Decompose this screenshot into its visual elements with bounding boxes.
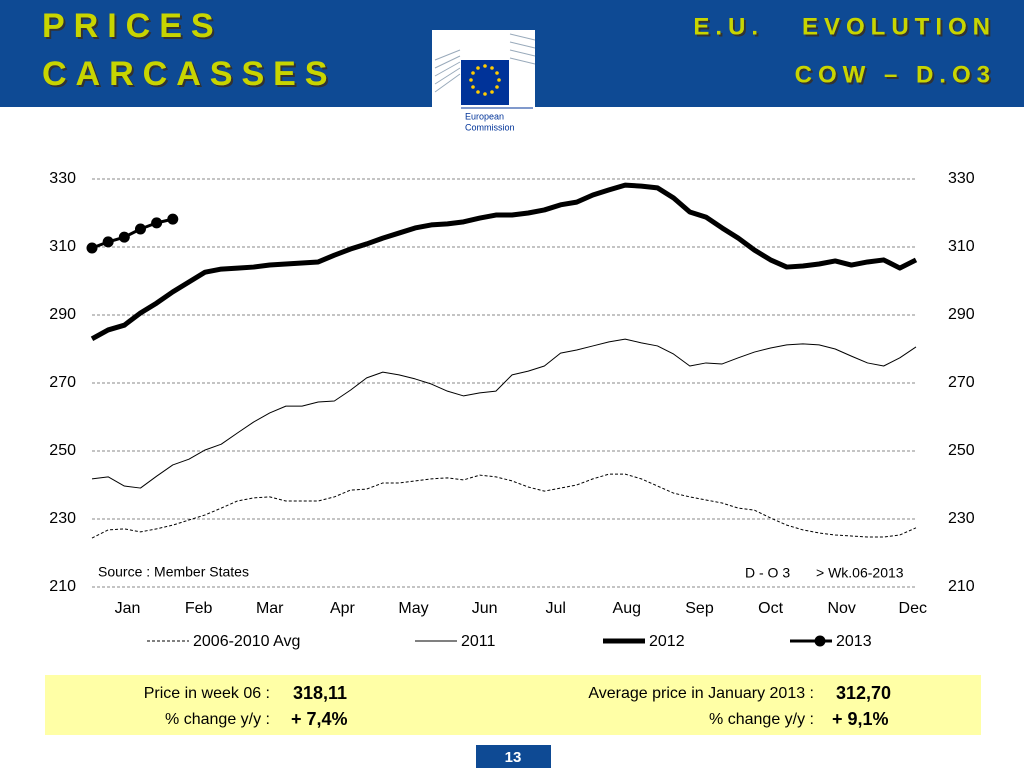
summary-box <box>45 675 981 735</box>
series-marker <box>167 213 179 225</box>
page-number: 13 <box>505 749 522 766</box>
page-number-box <box>476 745 551 768</box>
summary-value: 312,70 <box>836 683 891 703</box>
y2-tick-label: 270 <box>948 374 975 391</box>
legend-marker <box>814 635 826 647</box>
x-tick-label: Apr <box>330 600 356 617</box>
legend-label: 2011 <box>461 633 496 650</box>
x-tick-label: Sep <box>685 600 714 617</box>
annotation: > Wk.06-2013 <box>816 565 904 581</box>
series-marker <box>102 236 114 248</box>
series-line <box>91 338 917 489</box>
y-tick-label: 290 <box>49 306 76 323</box>
summary-value: 318,11 <box>293 683 347 703</box>
summary-value: + 9,1% <box>832 709 889 729</box>
legend-label: 2013 <box>836 633 872 650</box>
header-right: COW – D.O3 <box>795 61 996 88</box>
summary-label: % change y/y : <box>165 711 270 728</box>
x-tick-label: May <box>398 600 428 617</box>
logo: European Commission <box>432 30 536 140</box>
series-marker <box>118 231 130 243</box>
annotation: D - O 3 <box>745 565 790 581</box>
x-tick-label: Jun <box>472 600 498 617</box>
y-tick-label: 230 <box>49 510 76 527</box>
summary-label: Average price in January 2013 : <box>588 685 814 702</box>
x-tick-label: Mar <box>256 600 284 617</box>
y-tick-label: 270 <box>49 374 76 391</box>
x-tick-label: Jul <box>545 600 565 617</box>
annotation: Source : Member States <box>98 564 249 580</box>
chart: 210 230 250 270 290 310 330 210 230 250 270 290 310 3… <box>49 170 975 650</box>
series-line <box>91 473 917 539</box>
summary-value: + 7,4% <box>291 709 348 729</box>
legend-label: 2006-2010 Avg <box>193 633 300 650</box>
header-right: E.U. EVOLUTION <box>693 13 996 40</box>
summary-label: % change y/y : <box>709 711 814 728</box>
summary-label: Price in week 06 : <box>144 685 270 702</box>
series-marker <box>134 223 146 235</box>
legend-label: 2012 <box>649 633 685 650</box>
x-tick-label: Nov <box>827 600 855 617</box>
logo-text: Commission <box>465 122 515 132</box>
y2-tick-label: 210 <box>948 578 975 595</box>
y2-tick-label: 330 <box>948 170 975 187</box>
title-line: PRICES <box>42 7 223 45</box>
x-tick-label: Oct <box>758 600 783 617</box>
y2-tick-label: 230 <box>948 510 975 527</box>
series-marker <box>151 217 163 229</box>
y-tick-label: 250 <box>49 442 76 459</box>
y2-tick-label: 290 <box>948 306 975 323</box>
series-line <box>90 182 918 341</box>
x-tick-label: Jan <box>115 600 141 617</box>
y-tick-label: 310 <box>49 238 76 255</box>
title-line: CARCASSES <box>42 55 336 93</box>
y-tick-label: 330 <box>49 170 76 187</box>
series-marker <box>86 242 98 254</box>
x-tick-label: Aug <box>613 600 641 617</box>
logo-text: European <box>465 111 504 121</box>
x-tick-label: Feb <box>185 600 213 617</box>
y2-tick-label: 310 <box>948 238 975 255</box>
y-tick-label: 210 <box>49 578 76 595</box>
x-tick-label: Dec <box>899 600 927 617</box>
y2-tick-label: 250 <box>948 442 975 459</box>
